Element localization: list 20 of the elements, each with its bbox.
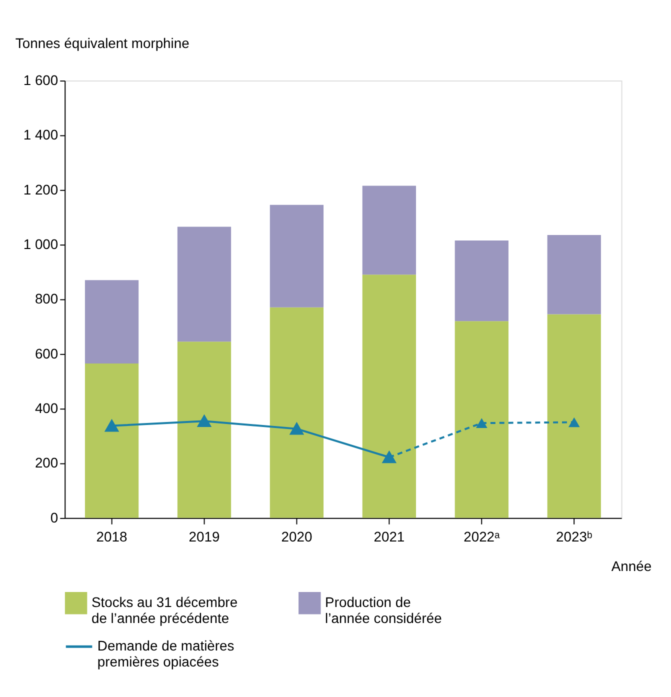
y-tick-label: 400	[34, 400, 58, 416]
y-axis-title: Tonnes équivalent morphine	[15, 35, 190, 52]
x-tick-label: 2020	[281, 528, 312, 544]
y-tick-label: 0	[50, 509, 58, 526]
legend-label: Stocks au 31 décembre de l’année précédente	[91, 594, 238, 626]
x-tick-label: 2022ᵃ	[464, 528, 501, 544]
x-tick-label: 2018	[96, 528, 128, 544]
y-tick-label: 1 200	[23, 181, 58, 198]
y-tick-label: 600	[34, 345, 58, 362]
y-tick-label: 800	[34, 290, 58, 307]
legend-label: Production de l’année considérée	[325, 594, 442, 626]
legend-label: Demande de matières premières opiacées	[97, 638, 234, 670]
x-tick-label: 2023ᵇ	[556, 528, 592, 544]
x-tick-label: 2021	[374, 528, 405, 544]
y-tick-label: 1 000	[23, 236, 58, 252]
x-tick-label: 2019	[188, 528, 220, 544]
y-tick-label: 1 600	[23, 72, 58, 88]
y-tick-label: 200	[34, 454, 58, 471]
y-tick-label: 1 400	[23, 126, 58, 143]
x-axis-title: Année	[611, 558, 652, 574]
